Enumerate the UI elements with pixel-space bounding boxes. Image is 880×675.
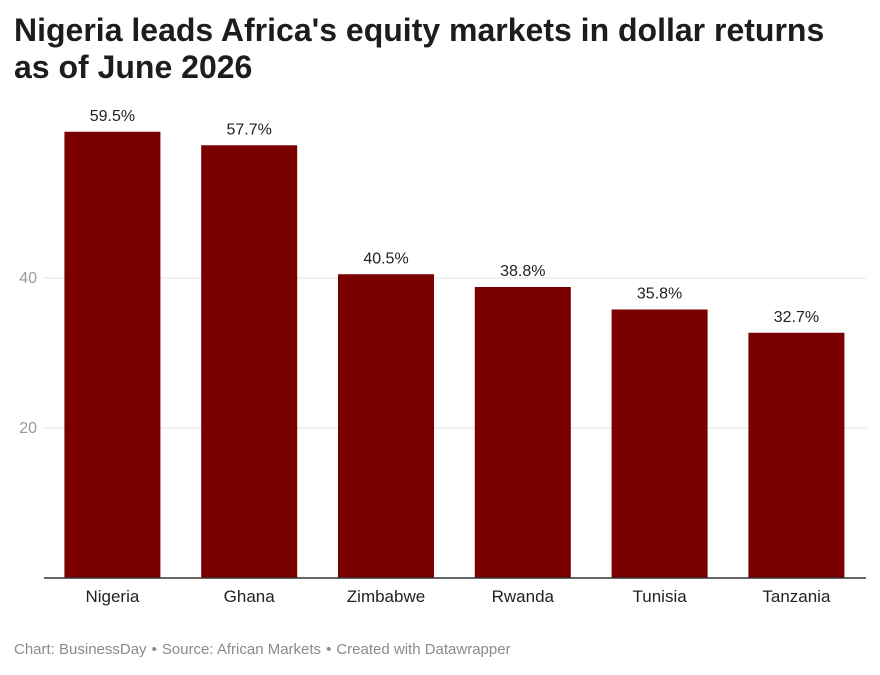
data-labels: 59.5% 57.7% 40.5% 38.8% 35.8% 32.7%: [90, 108, 819, 326]
data-label: 40.5%: [363, 250, 408, 267]
y-tick-label: 20: [19, 420, 37, 437]
x-tick-label: Ghana: [224, 587, 276, 606]
chart-credit: Chart: BusinessDay: [14, 641, 147, 658]
x-tick-label: Tanzania: [762, 587, 831, 606]
bar: [474, 287, 571, 578]
bars: [64, 131, 845, 578]
bar: [611, 309, 708, 578]
bar: [201, 145, 298, 578]
x-tick-label: Zimbabwe: [347, 587, 425, 606]
x-tick-label: Nigeria: [85, 587, 139, 606]
footer-separator: •: [151, 641, 157, 658]
bar: [748, 332, 845, 578]
data-label: 35.8%: [637, 286, 682, 303]
data-label: 59.5%: [90, 108, 135, 125]
x-tick-label: Rwanda: [492, 587, 555, 606]
x-tick-label: Tunisia: [633, 587, 688, 606]
x-axis-tick-labels: Nigeria Ghana Zimbabwe Rwanda Tunisia Tanzani…: [85, 587, 830, 606]
source-credit: Source: African Markets: [161, 641, 322, 658]
data-label: 57.7%: [227, 121, 272, 138]
data-label: 38.8%: [500, 263, 545, 280]
data-label: 32.7%: [774, 309, 819, 326]
tool-credit: Created with Datawrapper: [336, 641, 511, 658]
y-tick-label: 40: [19, 270, 37, 287]
bar: [64, 131, 161, 578]
bar: [338, 274, 434, 578]
chart-footer: Chart: BusinessDay • Source: African Marke…: [14, 641, 511, 658]
footer-separator: •: [326, 641, 332, 658]
chart-title: Nigeria leads Africa's equity markets in…: [14, 12, 825, 85]
